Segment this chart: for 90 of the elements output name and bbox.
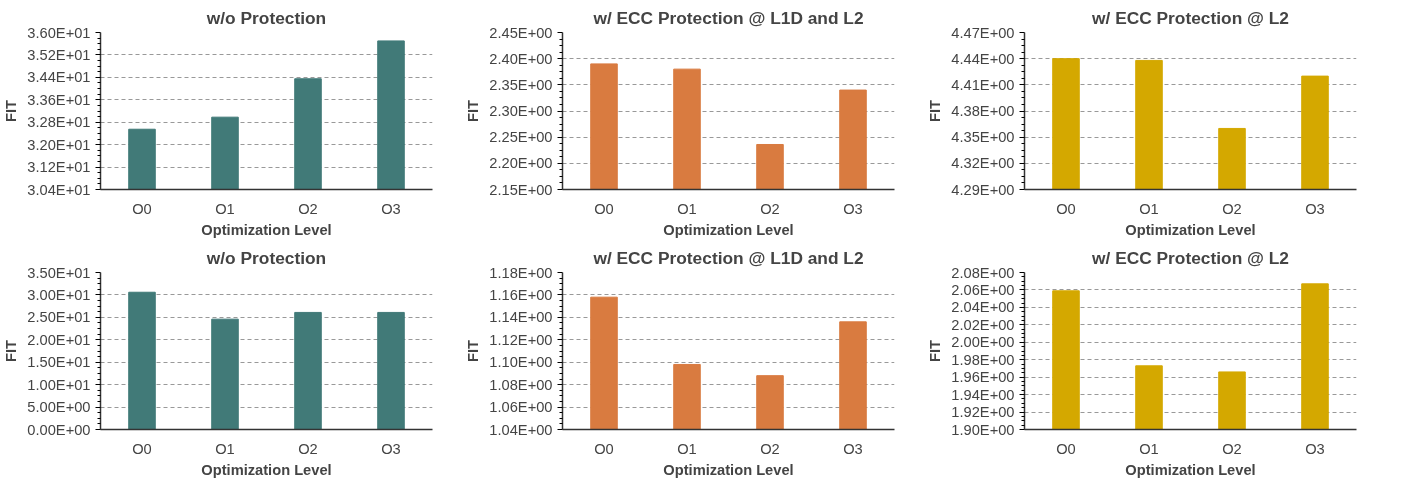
x-tick-label: O3 [1305, 200, 1325, 217]
y-tick-label: 4.29E+00 [951, 181, 1015, 198]
y-tick-label: 1.10E+00 [489, 354, 553, 371]
x-tick-label: O2 [1222, 200, 1242, 217]
y-tick-label: 2.45E+00 [489, 24, 553, 41]
y-tick-label: 5.00E+00 [27, 399, 91, 416]
y-tick-label: 1.90E+00 [951, 421, 1015, 438]
y-tick-label: 1.18E+00 [489, 264, 553, 281]
y-tick-label: 1.98E+00 [951, 351, 1015, 368]
y-tick-label: 0.00E+00 [27, 421, 91, 438]
x-axis-title: Optimization Level [663, 221, 794, 238]
y-tick-label: 1.12E+00 [489, 331, 553, 348]
y-tick-label: 3.28E+01 [27, 114, 91, 131]
y-tick-label: 2.04E+00 [951, 299, 1015, 316]
chart-title: w/ ECC Protection @ L2 [1091, 7, 1289, 28]
y-tick-label: 2.00E+01 [27, 331, 91, 348]
y-tick-label: 1.06E+00 [489, 399, 553, 416]
y-tick-label: 3.36E+01 [27, 91, 91, 108]
x-tick-label: O3 [381, 200, 401, 217]
y-tick-label: 2.15E+00 [489, 181, 553, 198]
y-tick-label: 1.04E+00 [489, 421, 553, 438]
x-axis-title: Optimization Level [201, 221, 332, 238]
y-tick-label: 4.38E+00 [951, 103, 1015, 119]
x-axis-title: Optimization Level [1125, 461, 1256, 478]
y-tick-label: 1.50E+01 [27, 354, 91, 371]
chart-title: w/o Protection [205, 247, 327, 268]
y-tick-label: 2.08E+00 [951, 264, 1015, 281]
x-axis-title: Optimization Level [1125, 221, 1256, 238]
y-axis-title: FIT [465, 339, 482, 362]
y-tick-label: 1.94E+00 [951, 386, 1015, 403]
y-tick-label: 2.30E+00 [489, 103, 553, 119]
x-tick-label: O1 [215, 440, 235, 457]
y-tick-label: 3.50E+01 [27, 264, 91, 281]
x-tick-label: O0 [132, 440, 152, 457]
chart-title: w/ ECC Protection @ L1D and L2 [592, 247, 864, 268]
x-tick-label: O2 [760, 440, 780, 457]
y-tick-label: 2.02E+00 [951, 316, 1015, 333]
y-tick-label: 3.44E+01 [27, 69, 91, 86]
y-tick-label: 4.32E+00 [951, 155, 1015, 172]
x-tick-label: O1 [1139, 200, 1159, 217]
chart-title: w/ ECC Protection @ L1D and L2 [592, 7, 864, 28]
y-axis-title: FIT [3, 99, 20, 122]
y-tick-label: 2.50E+01 [27, 309, 91, 326]
y-tick-label: 4.44E+00 [951, 50, 1015, 67]
y-tick-label: 2.40E+00 [489, 50, 553, 67]
chart-title: w/ ECC Protection @ L2 [1091, 247, 1289, 268]
y-tick-label: 1.92E+00 [951, 404, 1015, 421]
x-tick-label: O1 [677, 200, 697, 217]
x-tick-label: O3 [843, 440, 863, 457]
y-axis-title: FIT [3, 339, 20, 362]
x-tick-label: O0 [594, 200, 614, 217]
y-tick-label: 1.16E+00 [489, 286, 553, 303]
x-tick-label: O2 [298, 440, 318, 457]
y-axis-title: FIT [465, 99, 482, 122]
x-tick-label: O3 [381, 440, 401, 457]
x-tick-label: O0 [132, 200, 152, 217]
x-tick-label: O1 [1139, 440, 1159, 457]
y-tick-label: 1.08E+00 [489, 376, 553, 393]
x-tick-label: O2 [760, 200, 780, 217]
y-tick-label: 2.00E+00 [951, 334, 1015, 351]
x-tick-label: O2 [1222, 440, 1242, 457]
x-tick-label: O0 [1056, 200, 1076, 217]
y-tick-label: 2.25E+00 [489, 129, 553, 146]
x-tick-label: O0 [1056, 440, 1076, 457]
y-tick-label: 3.52E+01 [27, 46, 91, 63]
y-axis-title: FIT [927, 99, 944, 122]
x-tick-label: O3 [843, 200, 863, 217]
y-tick-label: 3.20E+01 [27, 136, 91, 153]
chart-title: w/o Protection [205, 7, 327, 28]
x-tick-label: O0 [594, 440, 614, 457]
x-tick-label: O2 [298, 200, 318, 217]
y-tick-label: 4.35E+00 [951, 129, 1015, 146]
y-tick-label: 3.04E+01 [27, 181, 91, 198]
x-tick-label: O3 [1305, 440, 1325, 457]
y-axis-title: FIT [927, 339, 944, 362]
y-tick-label: 2.35E+00 [489, 76, 553, 93]
x-tick-label: O1 [215, 200, 235, 217]
x-axis-title: Optimization Level [201, 461, 332, 478]
y-tick-label: 4.47E+00 [951, 24, 1015, 41]
y-tick-label: 4.41E+00 [951, 76, 1015, 93]
y-tick-label: 3.00E+01 [27, 286, 91, 303]
x-tick-label: O1 [677, 440, 697, 457]
y-tick-label: 2.06E+00 [951, 281, 1015, 298]
y-tick-label: 2.20E+00 [489, 155, 553, 172]
y-tick-label: 1.96E+00 [951, 369, 1015, 386]
y-tick-label: 3.12E+01 [27, 159, 91, 176]
y-tick-label: 1.00E+01 [27, 376, 91, 393]
y-tick-label: 3.60E+01 [27, 24, 91, 41]
x-axis-title: Optimization Level [663, 461, 794, 478]
y-tick-label: 1.14E+00 [489, 309, 553, 326]
